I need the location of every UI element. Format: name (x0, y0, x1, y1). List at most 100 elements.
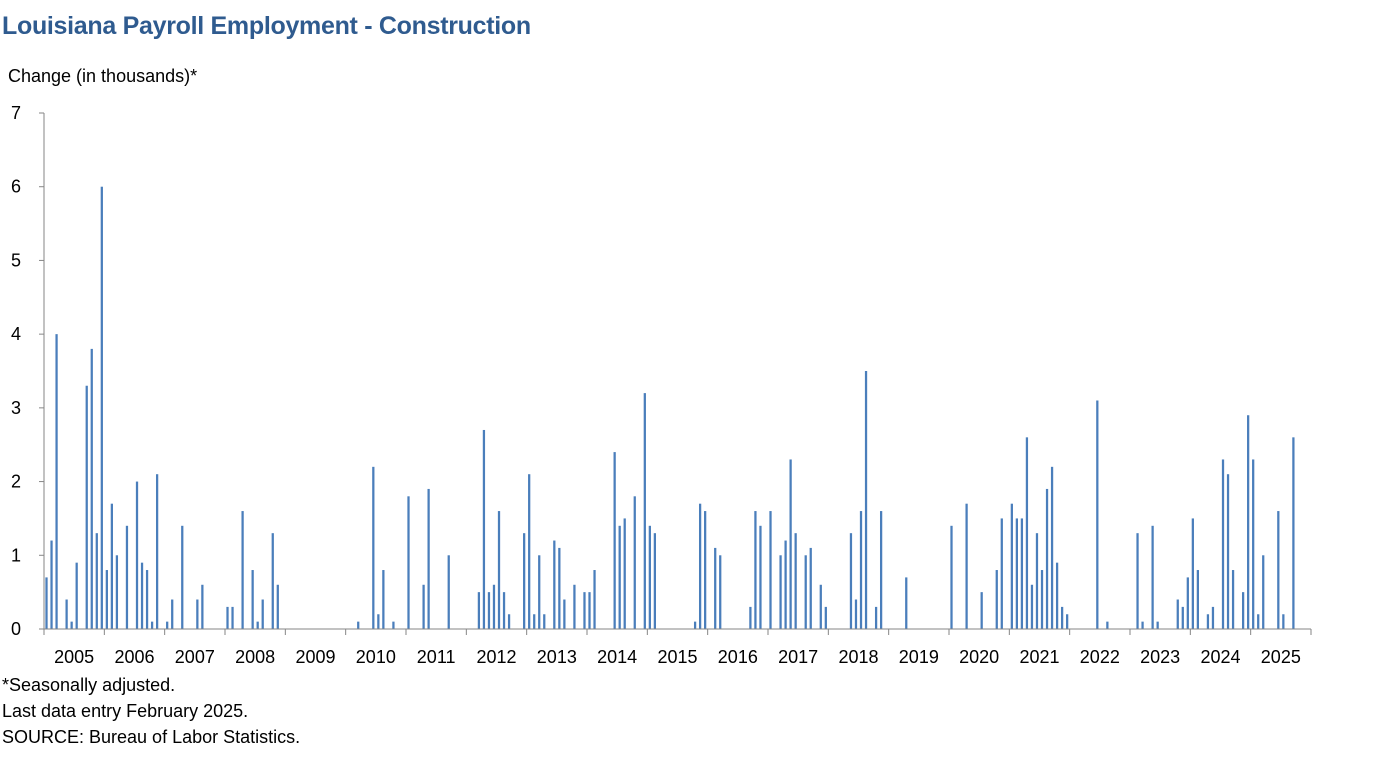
bar (950, 525, 953, 629)
bar (573, 584, 576, 629)
bar (1106, 621, 1109, 629)
y-tick-label: 0 (11, 619, 21, 639)
bar (1066, 614, 1069, 629)
bar (1025, 437, 1029, 629)
bar (1277, 511, 1280, 629)
bar (693, 621, 697, 629)
bar (226, 606, 229, 629)
bar (563, 599, 566, 629)
x-tick-label-year: 2016 (718, 647, 758, 667)
bar (1010, 503, 1013, 629)
x-tick-label-year: 2020 (959, 647, 999, 667)
bar (140, 562, 144, 629)
bar (643, 393, 646, 629)
bar (1257, 614, 1260, 629)
bar (1262, 555, 1265, 629)
bar (115, 555, 119, 629)
bar (1156, 621, 1159, 629)
bar (769, 511, 772, 629)
bar (1231, 570, 1235, 629)
bar (905, 577, 908, 629)
bar (150, 621, 154, 629)
bar (980, 592, 983, 629)
bar (100, 186, 103, 629)
note-source: SOURCE: Bureau of Labor Statistics. (2, 727, 301, 747)
bar (427, 488, 430, 629)
bar (879, 511, 883, 629)
y-tick-label: 4 (11, 324, 21, 344)
bar (357, 621, 360, 629)
bar (201, 584, 204, 629)
bar (1221, 459, 1225, 629)
bar (749, 606, 752, 629)
bar (231, 606, 234, 629)
x-tick-label-year: 2024 (1200, 647, 1240, 667)
y-tick-label: 2 (11, 472, 21, 492)
bar (1000, 518, 1003, 629)
bar (487, 592, 491, 629)
bar (779, 555, 782, 629)
bar (181, 525, 184, 629)
bar (45, 577, 48, 629)
bar (759, 525, 762, 629)
bar (422, 584, 425, 629)
x-tick-label-year: 2009 (295, 647, 335, 667)
bar (1181, 606, 1184, 629)
bar (507, 614, 511, 629)
bar (166, 621, 169, 629)
bar (1292, 437, 1295, 629)
bar (859, 511, 863, 629)
bar (1050, 466, 1054, 629)
x-tick-label-year: 2005 (54, 647, 94, 667)
bar (392, 621, 395, 629)
x-tick-label-year: 2007 (175, 647, 215, 667)
chart-title: Louisiana Payroll Employment - Construct… (2, 12, 531, 40)
x-tick-label-year: 2025 (1261, 647, 1301, 667)
bar (145, 570, 149, 629)
bar (1176, 599, 1179, 629)
note-seasonally-adjusted: *Seasonally adjusted. (2, 675, 176, 695)
bar (824, 606, 827, 629)
bar (613, 452, 616, 629)
bar (623, 518, 626, 629)
x-tick-label-year: 2014 (597, 647, 637, 667)
bar (256, 621, 259, 629)
y-tick-label: 6 (11, 177, 21, 197)
bar (502, 592, 506, 629)
y-tick-label: 5 (11, 250, 21, 270)
bar (1151, 525, 1154, 629)
bar (1055, 562, 1059, 629)
bar (648, 525, 651, 629)
bar (1241, 592, 1245, 629)
bar (558, 547, 561, 629)
bar (965, 503, 968, 629)
bar (492, 584, 496, 629)
bar (110, 503, 113, 629)
bar (271, 533, 274, 629)
bar (135, 481, 139, 629)
bar (1211, 606, 1215, 629)
x-tick-label-year: 2015 (657, 647, 697, 667)
bar (698, 503, 702, 629)
bar (70, 621, 73, 629)
bar (995, 570, 998, 629)
bar (382, 570, 385, 629)
bar (553, 540, 556, 629)
bar (809, 547, 812, 629)
bar (633, 496, 636, 629)
bar (477, 592, 481, 629)
bar (854, 599, 858, 629)
bar (1015, 518, 1018, 629)
x-tick-label-year: 2013 (537, 647, 577, 667)
bar (155, 474, 159, 629)
bar (583, 592, 586, 629)
bar (653, 533, 656, 629)
bar (1252, 459, 1255, 629)
bar (482, 429, 486, 629)
bar (1141, 621, 1144, 629)
x-tick-label-year: 2019 (899, 647, 939, 667)
bar (794, 533, 797, 629)
bar (784, 540, 787, 629)
bar (276, 584, 279, 629)
